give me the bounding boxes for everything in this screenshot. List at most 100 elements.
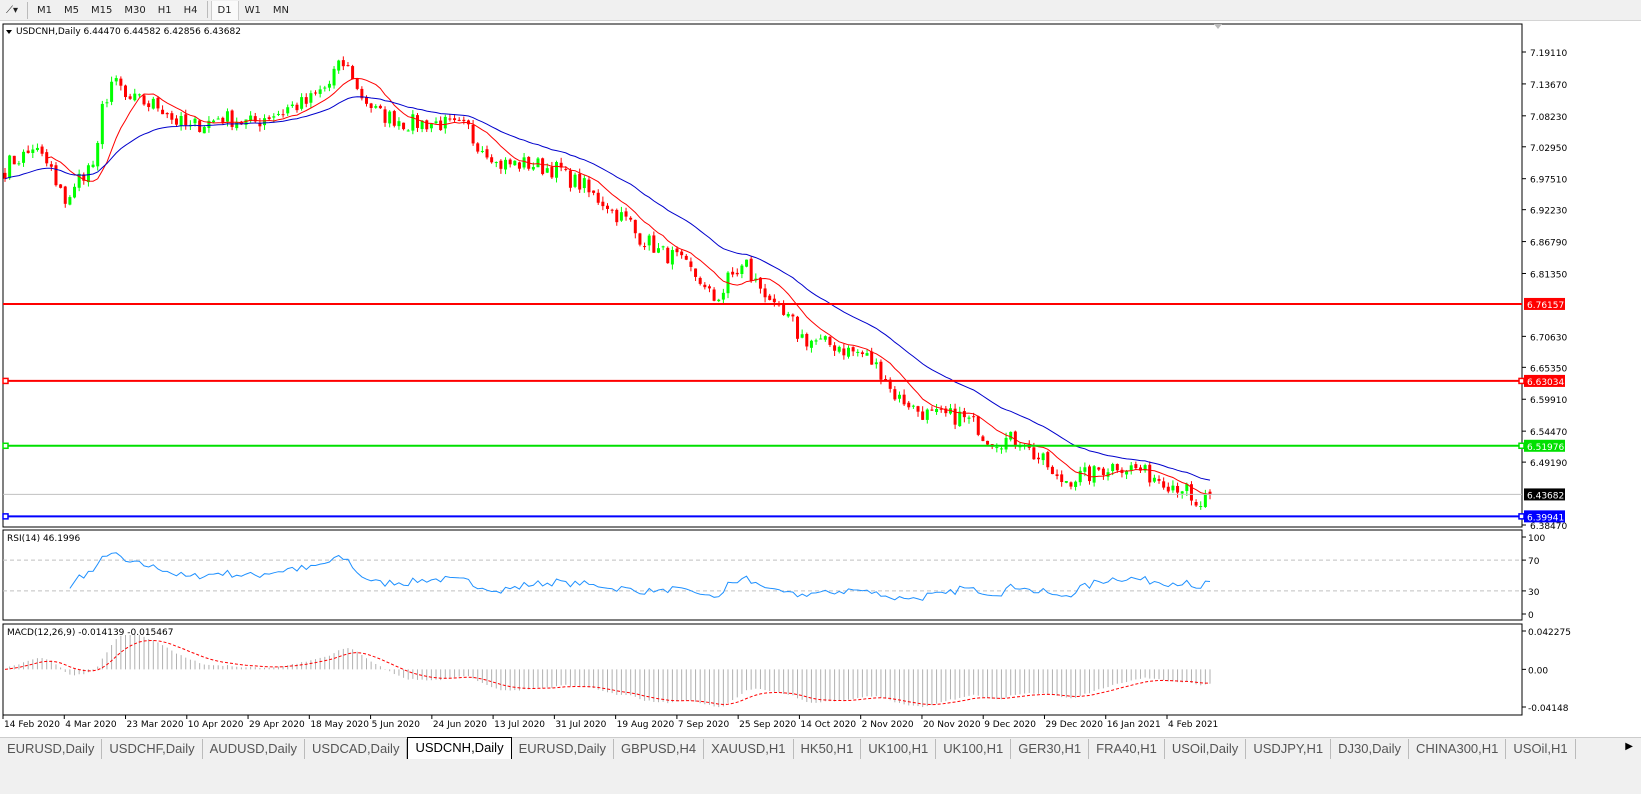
timeframe-mn[interactable]: MN xyxy=(272,4,289,16)
chart-tab[interactable]: USDJPY,H1 xyxy=(1246,739,1332,759)
chart-tab[interactable]: DJ30,Daily xyxy=(1331,739,1410,759)
candle-body xyxy=(884,379,888,381)
candle-body xyxy=(888,379,892,389)
candle xyxy=(893,386,897,401)
candle xyxy=(902,389,906,407)
candle xyxy=(921,406,925,421)
candle xyxy=(1097,466,1101,472)
date-label: 14 Oct 2020 xyxy=(800,720,856,730)
timeframe-m5[interactable]: M5 xyxy=(64,4,80,16)
current-price-label: 6.43682 xyxy=(1527,491,1564,501)
date-label: 29 Apr 2020 xyxy=(249,720,305,730)
candle xyxy=(1106,468,1110,481)
candle-body xyxy=(304,97,308,104)
candle xyxy=(147,100,151,112)
chart-window[interactable]: 7.19110 7.13670 7.08230 7.02950 6.97510 6.922… xyxy=(0,22,1641,737)
candle-body xyxy=(633,219,637,234)
candle-body xyxy=(1125,470,1129,475)
price-tick-label: 6.86790 xyxy=(1530,239,1567,249)
candle xyxy=(480,146,484,154)
chart-tab[interactable]: GER30,H1 xyxy=(1011,739,1090,759)
timeframe-w1[interactable]: W1 xyxy=(244,4,261,16)
candle xyxy=(263,114,267,130)
candle xyxy=(378,104,382,109)
candle-body xyxy=(1013,431,1017,446)
chart-tab[interactable]: XAUUSD,H1 xyxy=(704,739,794,759)
candle xyxy=(703,282,707,290)
candle xyxy=(1055,469,1059,480)
level-anchor-handle[interactable] xyxy=(2,377,9,385)
chart-tab[interactable]: GBPUSD,H4 xyxy=(614,739,705,759)
candle-body xyxy=(606,205,609,209)
candle-body xyxy=(1032,447,1036,460)
candle-body xyxy=(935,409,939,413)
candle xyxy=(281,109,285,118)
candle-body xyxy=(457,119,461,121)
candle-body xyxy=(165,113,169,115)
chart-tab[interactable]: EURUSD,Daily xyxy=(0,739,103,759)
chart-tab[interactable]: USOil,Daily xyxy=(1165,739,1247,759)
level-anchor-handle[interactable] xyxy=(1518,513,1525,520)
chart-tab[interactable]: EURUSD,Daily xyxy=(512,739,614,759)
candle-body xyxy=(290,104,294,106)
candle-body xyxy=(550,167,554,178)
candle xyxy=(494,161,498,168)
candle xyxy=(814,338,818,345)
level-anchor-handle[interactable] xyxy=(2,513,9,520)
timeframe-h1[interactable]: H1 xyxy=(157,4,172,16)
timeframe-h4[interactable]: H4 xyxy=(183,4,198,16)
chart-tab[interactable]: USDCNH,Daily xyxy=(407,737,512,759)
chart-tab[interactable]: AUDUSD,Daily xyxy=(203,739,306,759)
candle xyxy=(369,102,373,113)
chart-tab[interactable]: HK50,H1 xyxy=(794,739,862,759)
date-label: 24 Jun 2020 xyxy=(433,720,487,730)
chart-tab[interactable]: USDCHF,Daily xyxy=(102,739,203,759)
tabs-scroll-right-icon[interactable]: ▶ xyxy=(1625,741,1633,752)
candle-body xyxy=(212,120,216,123)
chart-tab[interactable]: UK100,H1 xyxy=(861,739,937,759)
price-tick-label: 6.97510 xyxy=(1530,176,1567,186)
candle xyxy=(1050,465,1054,475)
candle xyxy=(999,446,1003,454)
candle xyxy=(856,349,860,357)
chart-tab[interactable]: CHINA300,H1 xyxy=(1409,739,1507,759)
timeframe-d1[interactable]: D1 xyxy=(210,0,239,20)
chart-tab[interactable]: USDCAD,Daily xyxy=(305,739,408,759)
candle xyxy=(337,59,341,74)
candle-body xyxy=(698,277,702,284)
chart-tab[interactable]: UK100,H1 xyxy=(936,739,1012,759)
candle-body xyxy=(1060,474,1064,482)
candle xyxy=(508,158,512,168)
candle-body xyxy=(656,248,660,253)
candle xyxy=(457,117,461,122)
candle-body xyxy=(1111,464,1115,472)
candle xyxy=(911,404,915,409)
chart-tab[interactable]: USOil,H1 xyxy=(1506,739,1576,759)
timeframe-m1[interactable]: M1 xyxy=(37,4,53,16)
timeframe-m15[interactable]: M15 xyxy=(91,4,113,16)
candle-body xyxy=(86,165,90,183)
level-anchor-handle[interactable] xyxy=(2,442,9,450)
candle xyxy=(1060,470,1064,487)
level-anchor-handle[interactable] xyxy=(1518,377,1525,385)
candle xyxy=(624,207,628,221)
candle xyxy=(958,406,962,427)
date-label: 31 Jul 2020 xyxy=(555,720,606,730)
timeframe-m30[interactable]: M30 xyxy=(124,4,146,16)
candle xyxy=(355,78,359,91)
candle-body xyxy=(63,186,67,204)
drawing-tools-dropdown[interactable]: ⟋▾ xyxy=(6,4,19,16)
rsi-header: RSI(14) 46.1996 xyxy=(7,534,80,544)
candle xyxy=(698,276,702,286)
candle xyxy=(110,76,114,106)
candle xyxy=(96,140,100,171)
candle xyxy=(745,259,749,268)
candle xyxy=(661,245,665,251)
candle-body xyxy=(1162,481,1166,488)
candle-body xyxy=(244,119,248,125)
level-anchor-handle[interactable] xyxy=(1518,442,1525,450)
chart-tab[interactable]: FRA40,H1 xyxy=(1089,739,1165,759)
candle-body xyxy=(916,406,920,412)
candle xyxy=(68,195,72,206)
candle xyxy=(656,243,660,254)
